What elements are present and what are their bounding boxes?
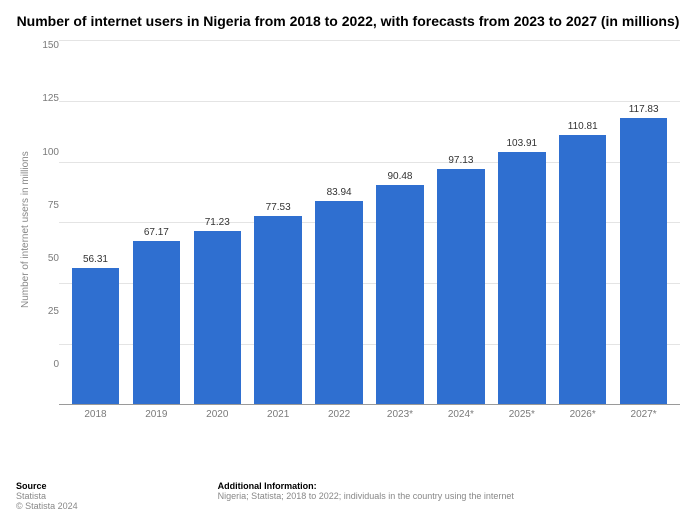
- y-tick: 25: [31, 306, 59, 317]
- bar-value-label: 90.48: [387, 171, 412, 182]
- bar-slot: 97.13: [430, 40, 491, 404]
- x-tick: 2021: [248, 409, 309, 420]
- bar: [254, 216, 302, 404]
- bar-value-label: 117.83: [629, 104, 659, 115]
- chart-area: Number of internet users in millions 150…: [16, 40, 680, 420]
- x-tick: 2023*: [370, 409, 431, 420]
- bar-value-label: 77.53: [266, 202, 291, 213]
- x-tick: 2024*: [430, 409, 491, 420]
- bar-value-label: 110.81: [568, 121, 598, 132]
- bar-value-label: 71.23: [205, 217, 230, 228]
- bar-value-label: 97.13: [448, 155, 473, 166]
- source-body: Statista: [16, 491, 78, 501]
- plot-area: 56.31 67.17 71.23 77.53 83.94 90.48 97.13 103.9…: [59, 40, 680, 405]
- bar: [194, 231, 242, 404]
- y-tick: 100: [31, 147, 59, 158]
- x-tick: 2022: [309, 409, 370, 420]
- x-axis-ticks: 201820192020202120222023*2024*2025*2026*…: [59, 405, 680, 420]
- y-tick: 75: [31, 200, 59, 211]
- bar-slot: 67.17: [126, 40, 187, 404]
- bar-value-label: 67.17: [144, 227, 169, 238]
- bar: [72, 268, 120, 405]
- bar-slot: 83.94: [309, 40, 370, 404]
- bar-slot: 110.81: [552, 40, 613, 404]
- bar-value-label: 83.94: [327, 187, 352, 198]
- additional-info-body: Nigeria; Statista; 2018 to 2022; individ…: [218, 491, 514, 501]
- y-axis-label: Number of internet users in millions: [16, 40, 31, 420]
- x-tick: 2020: [187, 409, 248, 420]
- chart-title: Number of internet users in Nigeria from…: [16, 12, 680, 30]
- bar-value-label: 56.31: [83, 254, 108, 265]
- copyright-text: © Statista 2024: [16, 501, 78, 511]
- bar: [498, 152, 546, 404]
- bar: [315, 201, 363, 405]
- bar-slot: 77.53: [248, 40, 309, 404]
- additional-info-title: Additional Information:: [218, 481, 514, 491]
- y-tick: 150: [31, 40, 59, 51]
- bar-slot: 56.31: [65, 40, 126, 404]
- bar-slot: 103.91: [491, 40, 552, 404]
- bar-value-label: 103.91: [507, 138, 538, 149]
- x-tick: 2027*: [613, 409, 674, 420]
- x-tick: 2019: [126, 409, 187, 420]
- y-tick: 50: [31, 253, 59, 264]
- bar: [620, 118, 668, 404]
- source-title: Source: [16, 481, 78, 491]
- x-tick: 2018: [65, 409, 126, 420]
- x-tick: 2026*: [552, 409, 613, 420]
- source-block: Source Statista © Statista 2024: [16, 481, 78, 511]
- bar: [559, 135, 607, 404]
- chart-footer: Source Statista © Statista 2024 Addition…: [16, 481, 680, 511]
- bar-slot: 90.48: [370, 40, 431, 404]
- bar-slot: 71.23: [187, 40, 248, 404]
- y-axis-ticks: 150 125 100 75 50 25 0: [31, 40, 59, 370]
- y-tick: 125: [31, 93, 59, 104]
- bar: [133, 241, 181, 404]
- additional-info-block: Additional Information: Nigeria; Statist…: [218, 481, 514, 511]
- bar-slot: 117.83: [613, 40, 674, 404]
- x-tick: 2025*: [491, 409, 552, 420]
- bars: 56.31 67.17 71.23 77.53 83.94 90.48 97.13 103.9…: [59, 40, 680, 404]
- bar: [437, 169, 485, 405]
- y-tick: 0: [31, 359, 59, 370]
- bar: [376, 185, 424, 405]
